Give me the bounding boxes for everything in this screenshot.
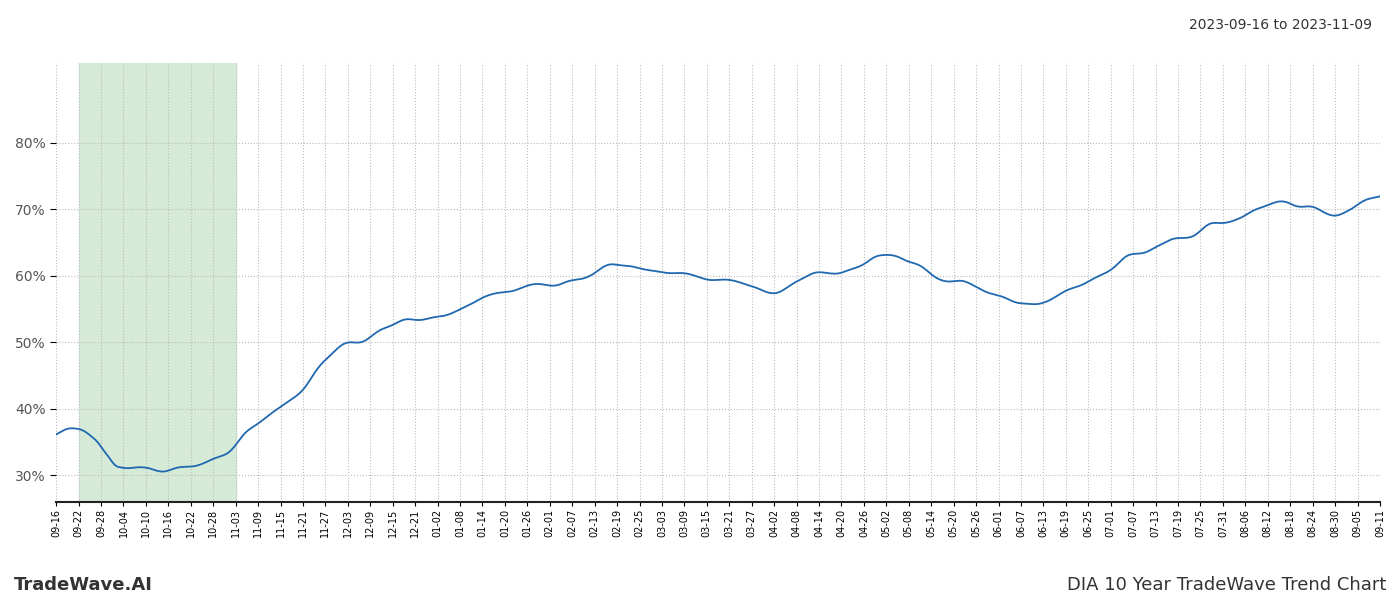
Text: DIA 10 Year TradeWave Trend Chart: DIA 10 Year TradeWave Trend Chart: [1067, 576, 1386, 594]
Text: 2023-09-16 to 2023-11-09: 2023-09-16 to 2023-11-09: [1189, 18, 1372, 32]
Text: TradeWave.AI: TradeWave.AI: [14, 576, 153, 594]
Bar: [78, 63, 235, 502]
